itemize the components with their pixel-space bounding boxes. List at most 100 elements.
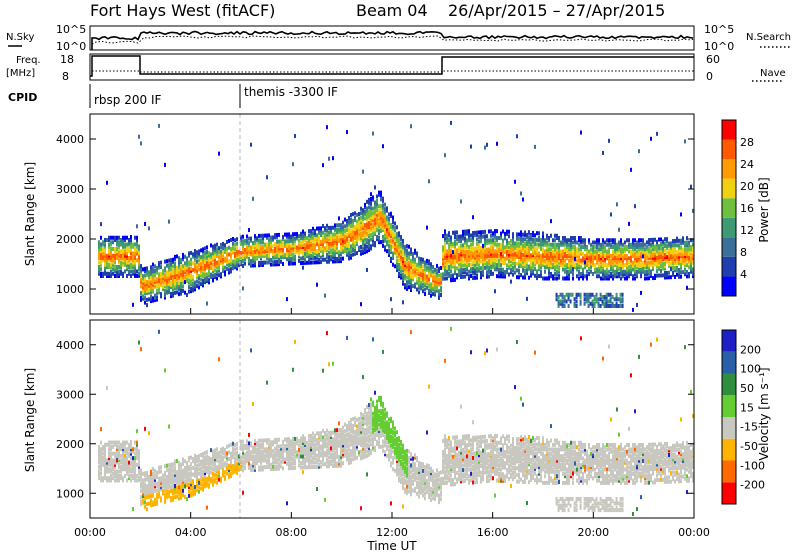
power-cell (176, 267, 178, 272)
power-cell (620, 256, 622, 261)
power-cell (561, 295, 564, 299)
velocity-cell (208, 457, 210, 462)
power-cell (514, 179, 516, 184)
power-cell (222, 244, 224, 249)
velocity-cell (246, 439, 248, 444)
power-cell (611, 301, 614, 306)
power-cell (258, 254, 260, 259)
power-cell (674, 252, 676, 257)
power-cell (208, 266, 210, 271)
power-cell (556, 233, 558, 238)
power-cell (146, 268, 148, 273)
power-cell (590, 260, 592, 265)
power-cell (230, 260, 232, 265)
power-cell (460, 265, 462, 270)
power-cell (648, 265, 650, 270)
velocity-cell (158, 479, 160, 484)
power-cell (498, 260, 500, 265)
power-cell (300, 256, 302, 261)
velocity-cell (194, 484, 196, 489)
power-cell (170, 280, 172, 285)
power-cell (174, 279, 176, 284)
power-cell (406, 271, 408, 276)
power-cell (652, 242, 654, 247)
power-cell (648, 260, 650, 265)
power-cell (154, 273, 156, 278)
power-cell (100, 258, 102, 263)
power-cell (372, 211, 374, 216)
power-cell (650, 273, 652, 278)
power-cell (572, 247, 574, 252)
power-cell (614, 242, 616, 247)
power-cell (360, 226, 362, 231)
power-cell (620, 247, 622, 252)
power-cell (674, 256, 676, 261)
power-cell (632, 267, 634, 272)
power-cell (384, 222, 386, 227)
power-cell (638, 260, 640, 265)
power-cell (386, 217, 388, 222)
velocity-cell (130, 449, 132, 454)
power-cell (190, 257, 192, 262)
power-cell (488, 229, 490, 234)
power-cell (598, 249, 600, 254)
power-cell (314, 237, 316, 242)
power-cell (444, 153, 446, 158)
power-cell (564, 238, 566, 243)
power-cell (484, 259, 486, 264)
velocity-cell (212, 467, 214, 472)
power-cell (520, 255, 522, 260)
velocity-cell (176, 494, 178, 499)
power-cell (158, 290, 160, 295)
power-cell (652, 246, 654, 251)
power-cell (338, 223, 340, 228)
power-cell (648, 262, 650, 267)
power-cell (384, 247, 386, 252)
velocity-cell (190, 466, 192, 471)
power-cell (628, 221, 630, 226)
power-cell (570, 242, 572, 247)
power-cell (628, 245, 630, 249)
power-cell (350, 248, 352, 253)
velocity-cell (196, 470, 198, 475)
power-cell (540, 256, 542, 261)
power-cell (164, 279, 166, 284)
power-cell (502, 267, 504, 272)
velocity-cell (238, 463, 240, 468)
power-cell (460, 236, 462, 241)
power-cell (264, 249, 266, 254)
power-cell (572, 272, 574, 276)
power-cell (518, 261, 520, 266)
velocity-cell (222, 466, 224, 471)
power-cell (278, 257, 280, 262)
power-cell (450, 237, 452, 242)
power-cell (632, 274, 634, 279)
power-cell (400, 235, 402, 240)
power-cell (356, 230, 358, 235)
power-cell (118, 265, 120, 269)
power-cell (692, 244, 694, 249)
power-cell (124, 253, 126, 258)
power-cell (124, 258, 126, 263)
power-cell (474, 257, 476, 262)
velocity-cell (236, 442, 238, 447)
velocity-cell (252, 461, 254, 466)
power-cell (258, 263, 260, 268)
power-cell (478, 266, 480, 271)
power-cell (628, 256, 630, 261)
power-cell (98, 265, 100, 269)
power-cell (288, 250, 290, 255)
velocity-cell (174, 466, 176, 471)
power-cell (388, 252, 390, 257)
power-cell (516, 241, 518, 246)
power-cell (682, 256, 684, 261)
velocity-cell (188, 493, 190, 498)
power-cell (596, 256, 598, 261)
power-cell (106, 238, 108, 242)
power-cell (634, 247, 636, 252)
power-cell (350, 237, 352, 242)
power-cell (394, 250, 396, 255)
power-cell (562, 242, 564, 247)
power-cell (102, 256, 104, 260)
power-cell (378, 192, 380, 197)
